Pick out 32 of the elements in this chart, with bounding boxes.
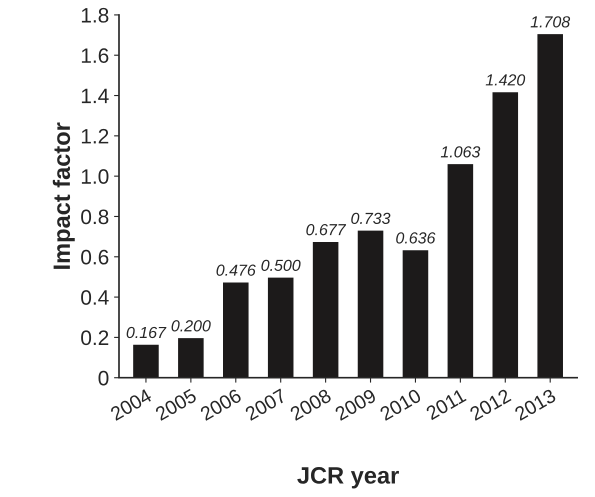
x-tick-label: 2012 <box>468 388 512 421</box>
y-tick-label: 1.0 <box>82 169 108 184</box>
y-tick-label: 0.6 <box>81 250 108 265</box>
x-axis-title: JCR year <box>297 467 399 488</box>
data-label: 0.733 <box>351 212 390 224</box>
y-tick-label: 1.6 <box>82 48 108 63</box>
x-tick-label: 2006 <box>199 388 242 421</box>
y-tick-label: 0.8 <box>81 209 108 224</box>
x-tick-label: 2013 <box>514 388 557 421</box>
data-label: 0.636 <box>396 232 436 244</box>
y-tick-label: 0.2 <box>81 330 108 346</box>
data-label: 0.167 <box>126 326 166 338</box>
y-tick-label: 0 <box>98 370 108 386</box>
data-label: 0.476 <box>216 264 256 276</box>
data-label: 0.500 <box>261 260 301 272</box>
x-tick-label: 2004 <box>110 388 153 421</box>
x-tick-label: 2007 <box>244 388 287 421</box>
data-label: 1.708 <box>530 16 570 28</box>
x-tick-label: 2008 <box>289 388 332 421</box>
x-tick-label: 2005 <box>154 388 198 421</box>
data-label: 0.200 <box>172 320 211 332</box>
x-tick-label: 2011 <box>425 388 467 420</box>
y-axis-title: Impact factor <box>52 122 75 269</box>
x-tick-label: 2010 <box>379 388 422 421</box>
y-tick-label: 1.4 <box>82 88 109 104</box>
y-tick-label: 1.8 <box>82 8 108 23</box>
x-tick-label: 2009 <box>334 388 377 421</box>
data-label: 1.420 <box>486 74 526 86</box>
data-label: 0.677 <box>306 224 346 236</box>
y-tick-label: 0.4 <box>81 290 109 305</box>
y-tick-label: 1.2 <box>82 128 108 144</box>
data-label: 1.063 <box>440 146 480 158</box>
